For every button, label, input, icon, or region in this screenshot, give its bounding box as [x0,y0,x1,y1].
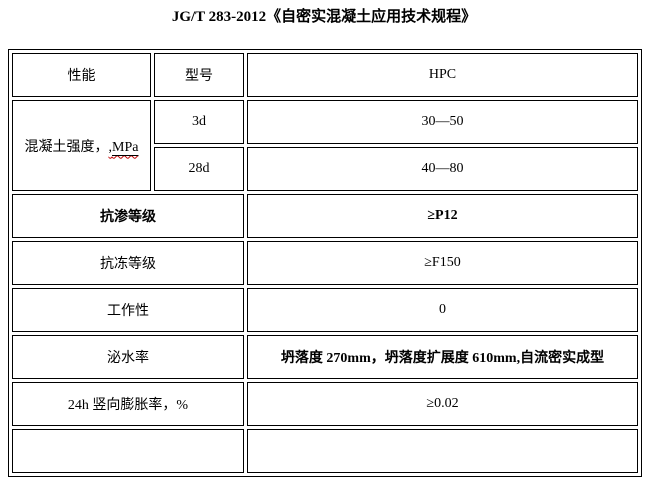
cell-bleeding-label: 泌水率 [12,335,244,379]
cell-partial-value [247,429,638,473]
header-cell-performance: 性能 [12,53,151,97]
cell-strength-label: 混凝土强度，,MPa [12,100,151,191]
strength-label-unit: MPa [112,139,139,155]
header-cell-hpc: HPC [247,53,638,97]
table-row-bleeding-rate: 泌水率 坍落度 270mm，坍落度扩展度 610mm,自流密实成型 [12,335,638,379]
cell-partial-label [12,429,244,473]
cell-expansion-label: 24h 竖向膨胀率，% [12,382,244,426]
strength-label-comma: , [108,139,113,155]
cell-strength-28d-value: 40—80 [247,147,638,191]
cell-impermeability-label: 抗渗等级 [12,194,244,238]
cell-strength-3d-value: 30—50 [247,100,638,144]
document-title: JG/T 283-2012《自密实混凝土应用技术规程》 [171,9,477,25]
cell-bleeding-value: 坍落度 270mm，坍落度扩展度 610mm,自流密实成型 [247,335,638,379]
cell-workability-label: 工作性 [12,288,244,332]
table-row-header: 性能 型号 HPC [12,53,638,97]
cell-age-28d: 28d [154,147,244,191]
table-row-frost-resistance: 抗冻等级 ≥F150 [12,241,638,285]
cell-workability-value: 0 [247,288,638,332]
table-row-strength-3d: 混凝土强度，,MPa 3d 30—50 [12,100,638,191]
table-row-expansion: 24h 竖向膨胀率，% ≥0.02 [12,382,638,426]
spellcheck-underline: ,MPa [109,140,139,155]
table-row-strength-28d: 28d 40—80 [12,147,638,191]
cell-frost-value: ≥F150 [247,241,638,285]
cell-frost-label: 抗冻等级 [12,241,244,285]
table-row-partial [12,429,638,473]
spec-table: 性能 型号 HPC 混凝土强度，,MPa 3d 30—50 28d 40—80 … [8,49,642,477]
table-row-impermeability: 抗渗等级 ≥P12 [12,194,638,238]
header-cell-model: 型号 [154,53,244,97]
strength-label-prefix: 混凝土强度， [24,139,109,155]
cell-expansion-value: ≥0.02 [247,382,638,426]
cell-impermeability-value: ≥P12 [247,194,638,238]
cell-age-3d: 3d [154,100,244,144]
table-row-workability: 工作性 0 [12,288,638,332]
